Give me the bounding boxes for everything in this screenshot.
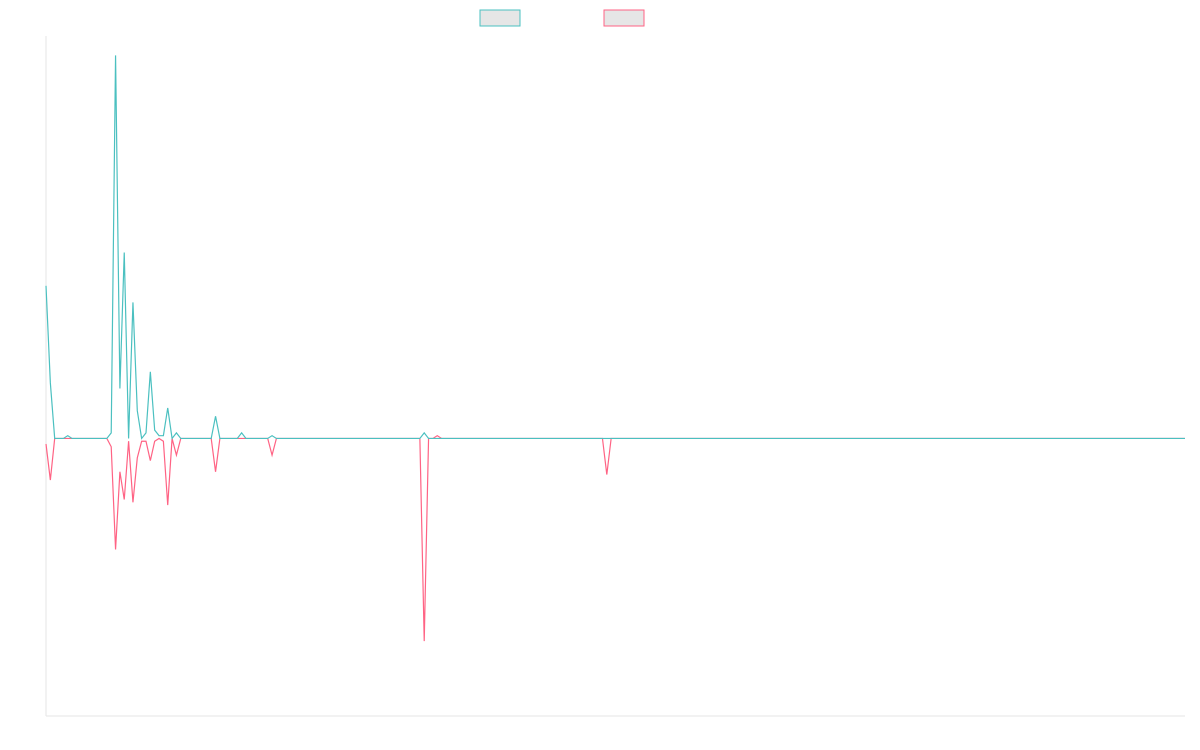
series-1-line <box>45 55 1185 440</box>
legend <box>479 9 645 27</box>
series-2-line <box>45 434 1185 642</box>
series-2 <box>45 434 1185 642</box>
axes <box>45 36 1185 717</box>
series-1 <box>45 55 1185 440</box>
legend-swatch-2[interactable] <box>603 9 645 27</box>
series-lines <box>45 55 1185 642</box>
legend-swatch-1[interactable] <box>479 9 521 27</box>
